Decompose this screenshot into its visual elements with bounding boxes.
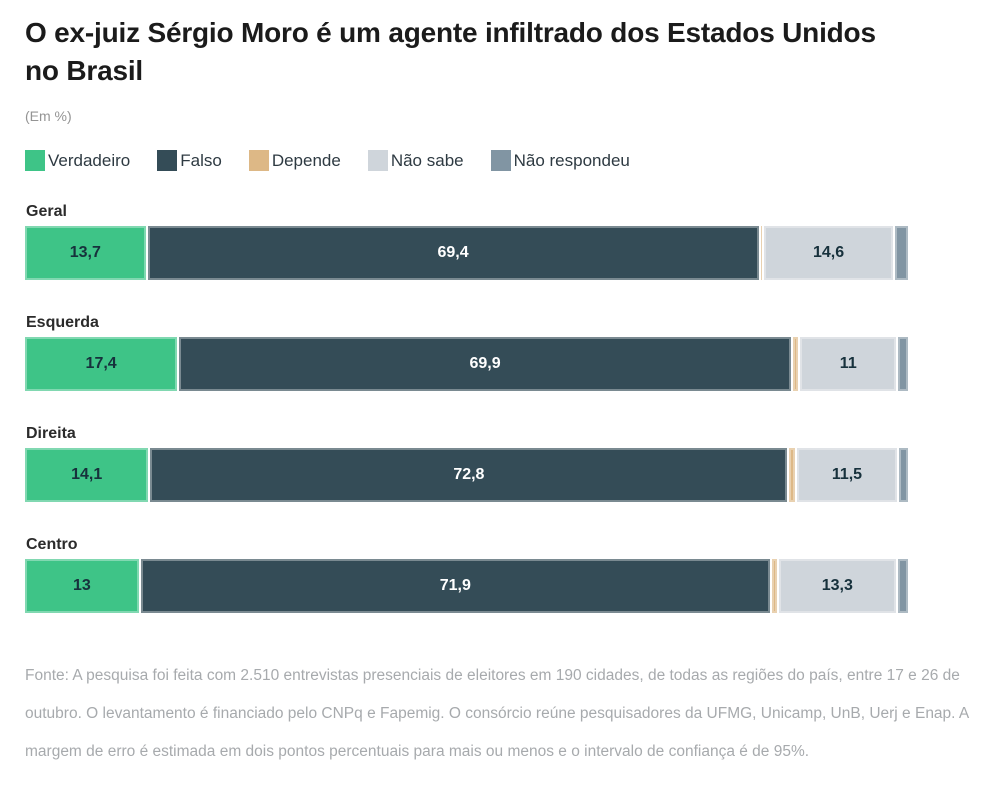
bar-segment-verdadeiro: 14,1	[25, 448, 149, 502]
legend-label: Depende	[271, 150, 341, 170]
stacked-bar: 13 71,9 13,3	[25, 559, 909, 613]
bar-segment-depende	[771, 559, 778, 613]
stacked-bar: 17,4 69,9 11	[25, 337, 908, 391]
legend: Verdadeiro Falso Depende Não sabe Não respon…	[25, 150, 975, 171]
legend-label: Verdadeiro	[48, 150, 131, 170]
bar-segment-nao-respondeu	[899, 448, 908, 502]
value-label: 69,4	[437, 244, 469, 261]
value-label: 11,5	[831, 466, 863, 483]
legend-item-falso: Falso	[157, 150, 222, 171]
chart-row-esquerda: Esquerda 17,4 69,9 11	[25, 314, 908, 391]
legend-item-nao-sabe: Não sabe	[367, 150, 464, 171]
legend-item-verdadeiro: Verdadeiro	[25, 150, 130, 171]
unit-note: (Em %)	[25, 108, 72, 124]
value-label: 14,6	[812, 244, 845, 261]
legend-swatch-verdadeiro	[25, 150, 45, 171]
bar-segment-depende	[789, 448, 795, 502]
value-label: 11	[839, 355, 857, 372]
category-label: Centro	[26, 536, 78, 553]
legend-swatch-nao-respondeu	[490, 150, 511, 171]
bar-segment-nao-respondeu	[897, 559, 909, 613]
chart-row-geral: Geral 13,7 69,4 14,6	[25, 203, 908, 280]
legend-swatch-depende	[248, 150, 269, 171]
category-label: Geral	[26, 203, 67, 220]
legend-swatch-nao-sabe	[367, 150, 388, 171]
chart-rows: Geral 13,7 69,4 14,6 Esquerda 17,4 69,9 11 Direi…	[25, 203, 909, 613]
bar-segment-nao-respondeu	[898, 337, 908, 391]
bar-segment-falso: 72,8	[150, 448, 788, 502]
value-label: 13	[72, 577, 91, 594]
legend-item-depende: Depende	[248, 150, 341, 171]
value-label: 72,8	[453, 466, 485, 483]
bar-segment-verdadeiro: 13,7	[25, 226, 146, 280]
bar-segment-falso: 69,4	[147, 226, 759, 280]
chart-row-centro: Centro 13 71,9 13,3	[25, 536, 909, 613]
bar-segment-falso: 71,9	[140, 559, 770, 613]
source-note: Fonte: A pesquisa foi feita com 2.510 en…	[25, 667, 969, 760]
page-title: O ex-juiz Sérgio Moro é um agente infilt…	[25, 17, 876, 86]
category-label: Esquerda	[26, 314, 99, 331]
value-label: 71,9	[439, 577, 471, 594]
legend-label: Não sabe	[390, 150, 464, 170]
legend-item-nao-respondeu: Não respondeu	[490, 150, 630, 171]
value-label: 14,1	[71, 466, 103, 483]
bar-segment-nao-sabe: 11	[800, 337, 897, 391]
bar-segment-verdadeiro: 13	[25, 559, 139, 613]
bar-segment-depende	[760, 226, 763, 280]
category-label: Direita	[26, 425, 76, 442]
value-label: 13,7	[69, 244, 101, 261]
bar-segment-verdadeiro: 17,4	[25, 337, 178, 391]
bar-segment-falso: 69,9	[179, 337, 791, 391]
bar-segment-nao-sabe: 11,5	[796, 448, 898, 502]
legend-swatch-falso	[157, 150, 178, 171]
value-label: 17,4	[85, 355, 117, 372]
stacked-bar-chart: Geral 13,7 69,4 14,6 Esquerda 17,4 69,9 11 Direi…	[25, 203, 909, 613]
bar-segment-depende	[792, 337, 799, 391]
stacked-bar: 13,7 69,4 14,6	[25, 226, 908, 280]
legend-label: Falso	[180, 150, 222, 170]
chart-row-direita: Direita 14,1 72,8 11,5	[25, 425, 908, 502]
stacked-bar: 14,1 72,8 11,5	[25, 448, 908, 502]
value-label: 69,9	[469, 355, 501, 372]
value-label: 13,3	[821, 577, 853, 594]
legend-label: Não respondeu	[513, 150, 630, 170]
chart-page: O ex-juiz Sérgio Moro é um agente infilt…	[25, 17, 975, 760]
bar-segment-nao-sabe: 13,3	[779, 559, 896, 613]
bar-segment-nao-respondeu	[894, 226, 908, 280]
bar-segment-nao-sabe: 14,6	[764, 226, 893, 280]
